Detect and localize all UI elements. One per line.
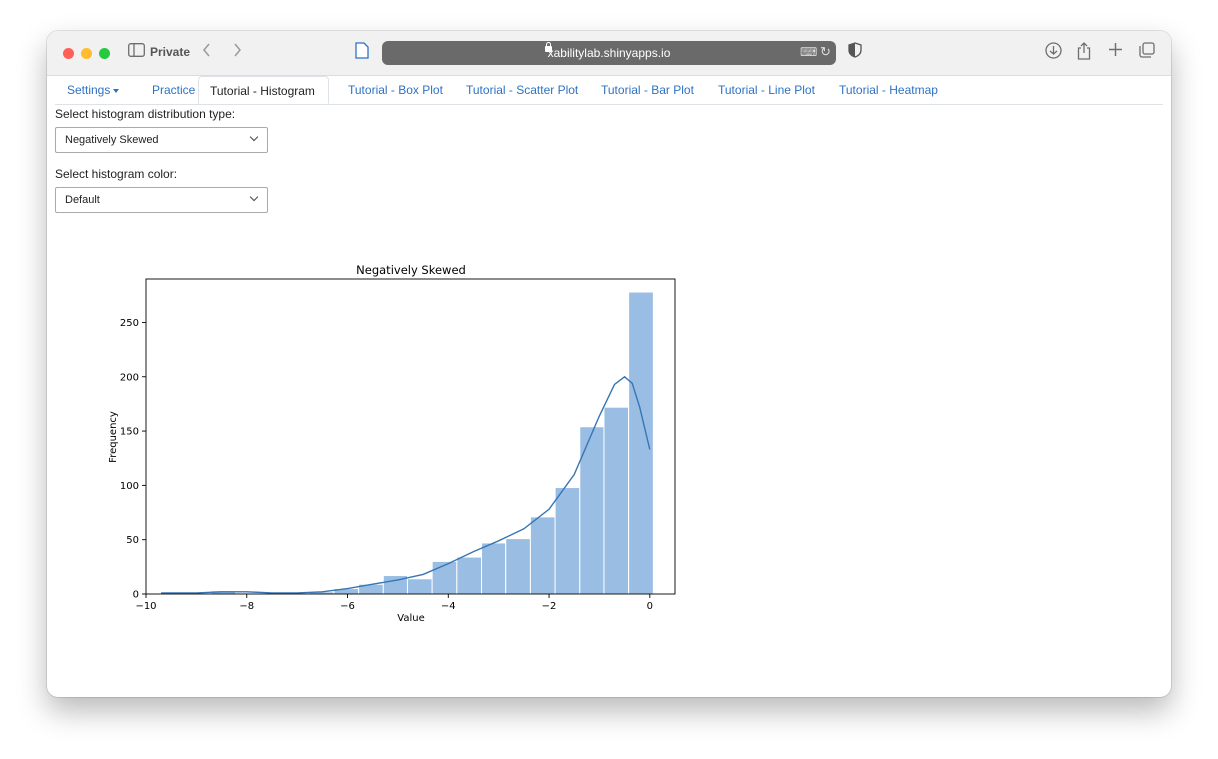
sidebar-toggle-icon[interactable] — [128, 42, 145, 64]
tab-tutorial-box-plot[interactable]: Tutorial - Box Plot — [337, 76, 454, 104]
x-tick-label: 0 — [647, 601, 653, 612]
caret-down-icon — [113, 88, 120, 93]
download-icon[interactable] — [1045, 42, 1062, 66]
privacy-shield-icon[interactable] — [848, 42, 862, 65]
x-tick-label: −10 — [135, 601, 156, 612]
x-axis-label: Value — [397, 613, 424, 624]
tab-settings[interactable]: Settings — [56, 76, 130, 104]
address-bar[interactable]: xabilitylab.shinyapps.io ⌨ ↻ — [382, 41, 836, 65]
x-tick-label: −4 — [441, 601, 456, 612]
chart-title: Negatively Skewed — [356, 263, 466, 277]
tab-tutorial-histogram[interactable]: Tutorial - Histogram — [198, 76, 329, 104]
tab-tutorial-scatter-plot[interactable]: Tutorial - Scatter Plot — [455, 76, 589, 104]
histogram-bar — [529, 516, 556, 595]
x-tick-label: −8 — [239, 601, 254, 612]
histogram-bar — [554, 487, 581, 595]
histogram-bar — [628, 291, 654, 595]
x-axis-ticks: −10 −8 −6 −4 −2 0 — [135, 594, 653, 612]
histogram-color-value: Default — [65, 194, 100, 206]
tab-tutorial-bar-plot-label: Tutorial - Bar Plot — [601, 83, 694, 97]
forward-icon[interactable] — [232, 42, 242, 64]
histogram-bars — [161, 291, 654, 595]
tab-practice[interactable]: Practice — [141, 76, 206, 104]
tab-tutorial-scatter-plot-label: Tutorial - Scatter Plot — [466, 83, 579, 97]
histogram-bar — [603, 406, 630, 595]
y-axis-label: Frequency — [108, 411, 119, 463]
histogram-bar — [406, 578, 433, 595]
tab-tutorial-box-plot-label: Tutorial - Box Plot — [348, 83, 443, 97]
tab-tutorial-line-plot-label: Tutorial - Line Plot — [718, 83, 815, 97]
histogram-color-label: Select histogram color: — [55, 167, 178, 181]
histogram-bar — [456, 556, 483, 595]
tab-practice-label: Practice — [152, 83, 196, 97]
tab-overview-icon[interactable] — [1139, 42, 1155, 65]
distribution-type-value: Negatively Skewed — [65, 134, 159, 146]
histogram-chart: Negatively Skewed −10 −8 −6 −4 −2 0 0 50 100 150… — [108, 263, 676, 624]
y-tick-label: 250 — [120, 318, 139, 329]
chevron-down-icon — [249, 132, 259, 142]
zoom-window-button[interactable] — [99, 48, 110, 59]
back-icon[interactable] — [202, 42, 212, 64]
private-label: Private — [150, 45, 191, 59]
new-tab-icon[interactable] — [1108, 42, 1123, 64]
histogram-bar — [505, 538, 531, 595]
y-tick-label: 200 — [120, 372, 139, 383]
distribution-type-label: Select histogram distribution type: — [55, 107, 236, 121]
plot-frame — [145, 278, 676, 595]
tab-tutorial-heatmap-label: Tutorial - Heatmap — [839, 83, 938, 97]
page-icon — [355, 42, 369, 66]
y-tick-label: 100 — [120, 481, 139, 492]
browser-window: Private xabilitylab.shinyapps.io ⌨ ↻ — [47, 31, 1171, 697]
share-icon[interactable] — [1077, 42, 1091, 67]
y-tick-label: 0 — [133, 590, 139, 601]
y-axis-ticks: 0 50 100 150 200 250 — [120, 318, 146, 601]
x-tick-label: −6 — [340, 601, 355, 612]
histogram-color-select[interactable]: Default — [55, 187, 268, 213]
reload-icon[interactable]: ↻ — [820, 44, 831, 59]
minimize-window-button[interactable] — [81, 48, 92, 59]
histogram-bar — [431, 560, 458, 595]
tab-tutorial-line-plot[interactable]: Tutorial - Line Plot — [707, 76, 826, 104]
close-window-button[interactable] — [63, 48, 74, 59]
tab-settings-label: Settings — [67, 83, 111, 97]
kde-curve — [161, 375, 651, 594]
chevron-down-icon — [249, 192, 259, 202]
translate-icon[interactable]: ⌨ — [800, 45, 818, 59]
y-tick-label: 50 — [126, 535, 139, 546]
histogram-bar — [481, 542, 507, 595]
lock-icon — [545, 42, 552, 52]
y-tick-label: 150 — [120, 427, 139, 438]
url-text: xabilitylab.shinyapps.io — [547, 46, 671, 60]
histogram-bar — [579, 426, 605, 595]
tab-tutorial-bar-plot[interactable]: Tutorial - Bar Plot — [590, 76, 705, 104]
tab-tutorial-histogram-label: Tutorial - Histogram — [210, 84, 315, 98]
browser-toolbar: Private xabilitylab.shinyapps.io ⌨ ↻ — [47, 31, 1171, 76]
x-tick-label: −2 — [542, 601, 557, 612]
nav-tabs: Settings Practice Tutorial - Histogram T… — [55, 76, 1163, 105]
tab-tutorial-heatmap[interactable]: Tutorial - Heatmap — [828, 76, 949, 104]
distribution-type-select[interactable]: Negatively Skewed — [55, 127, 268, 153]
